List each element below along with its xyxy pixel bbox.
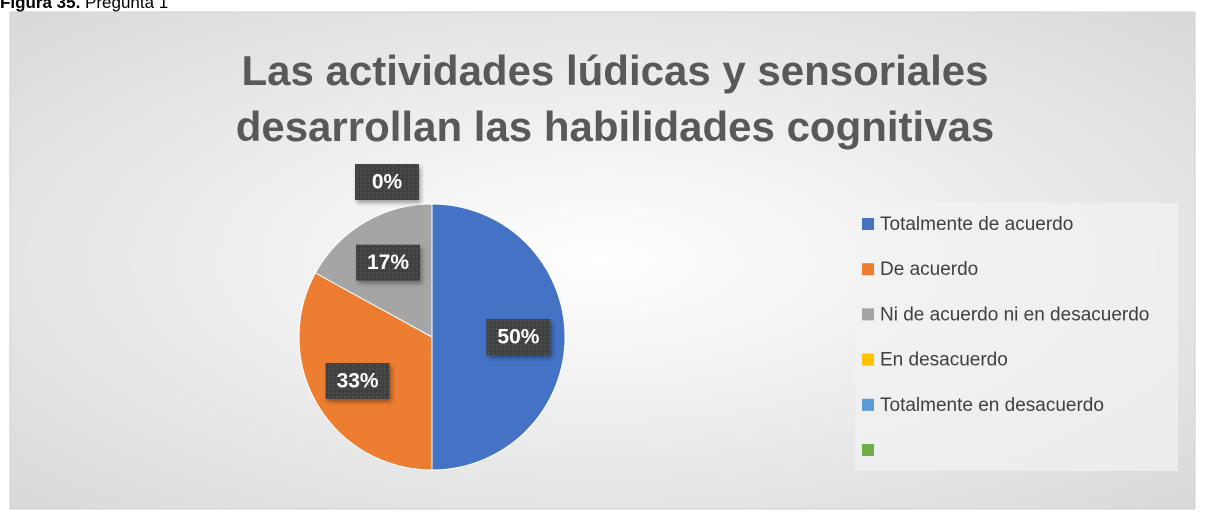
data-label: 0% [372,171,403,194]
caption-label: Figura 35. [0,0,81,12]
data-label-box [325,363,390,400]
legend-swatch [862,308,874,321]
legend-label: De acuerdo [880,259,978,280]
legend-swatch [862,353,874,366]
data-label: 17% [367,251,409,274]
legend-swatch [862,218,874,230]
legend-label: En desacuerdo [880,350,1008,371]
legend-label: Ni de acuerdo ni en desacuerdo [880,304,1149,325]
legend-label: Totalmente de acuerdo [880,214,1073,235]
legend-swatch [862,263,874,276]
legend-swatch [862,398,874,411]
caption-text: Pregunta 1 [85,0,169,12]
data-label-box [355,164,419,200]
data-label-box [486,319,551,355]
chart-title: Las actividades lúdicas y sensoriales [241,47,988,94]
caption: Figura 35. Pregunta 1 [0,0,168,13]
data-label: 50% [497,326,539,349]
legend-swatch [862,444,874,456]
legend-box [855,203,1178,471]
data-label-box [355,244,420,281]
legend-label: Totalmente en desacuerdo [880,395,1104,416]
data-label: 33% [337,370,379,393]
chart-title: desarrollan las habilidades cognitivas [236,103,995,150]
